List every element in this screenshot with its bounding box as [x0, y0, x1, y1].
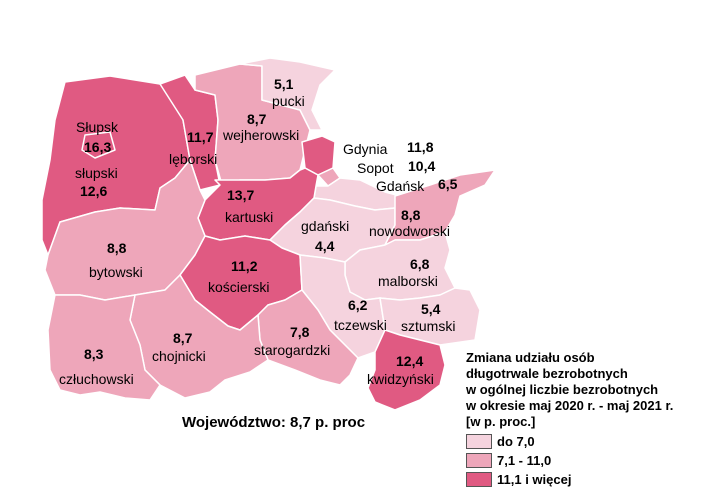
label-nowodworski-name: nowodworski: [369, 223, 450, 239]
region-nowodworski: [384, 169, 496, 246]
label-slupsk-name: Słupsk: [76, 119, 119, 135]
legend-title-line: w ogólnej liczbie bezrobotnych: [466, 382, 659, 397]
label-gdansk-value: 6,5: [438, 176, 458, 192]
label-kartuski-value: 13,7: [227, 187, 255, 203]
label-wejherowski-name: wejherowski: [223, 127, 300, 143]
label-leborski-name: lęborski: [169, 151, 218, 167]
label-chojnicki-name: chojnicki: [152, 348, 206, 364]
legend-title-line: długotrwale bezrobotnych: [466, 366, 628, 381]
legend: Zmiana udziału osób długotrwale bezrobot…: [466, 350, 706, 489]
legend-title: Zmiana udziału osób długotrwale bezrobot…: [466, 350, 706, 430]
label-sztumski-name: sztumski: [401, 318, 456, 334]
label-chojnicki-value: 8,7: [173, 330, 193, 346]
label-gdansk-name: Gdańsk: [376, 178, 425, 194]
legend-swatch-high: [466, 472, 492, 487]
label-slupsk-value: 16,3: [84, 139, 112, 155]
region-starogardzki: [257, 289, 359, 386]
legend-item-low: do 7,0: [466, 432, 706, 451]
label-czluchowski-name: człuchowski: [59, 371, 134, 387]
legend-title-line: Zmiana udziału osób: [466, 350, 595, 365]
region-kwidzynski: [367, 329, 446, 411]
region-czluchowski: [47, 294, 161, 401]
label-sopot-name: Sopot: [357, 160, 394, 176]
legend-item-mid: 7,1 - 11,0: [466, 451, 706, 470]
label-bytowski-value: 8,8: [107, 240, 127, 256]
label-sztumski-value: 5,4: [421, 301, 441, 317]
label-leborski-value: 11,7: [187, 129, 214, 145]
label-czluchowski-value: 8,3: [84, 346, 104, 362]
label-tczewski-value: 6,2: [348, 297, 368, 313]
label-tczewski-name: tczewski: [334, 317, 387, 333]
label-kwidzynski-name: kwidzyński: [367, 371, 434, 387]
label-gdanski-name: gdański: [301, 218, 350, 234]
legend-title-line: [w p. proc.]: [466, 414, 536, 429]
label-slupski-value: 12,6: [80, 183, 108, 199]
label-gdanski-value: 4,4: [315, 238, 335, 254]
label-bytowski-name: bytowski: [89, 264, 143, 280]
label-kartuski-name: kartuski: [225, 209, 274, 225]
label-pucki-value: 5,1: [274, 76, 294, 92]
legend-label-high: 11,1 i więcej: [497, 471, 572, 487]
legend-swatch-mid: [466, 453, 492, 468]
label-malborski-value: 6,8: [410, 256, 430, 272]
voivodeship-total: Województwo: 8,7 p. proc: [182, 414, 366, 431]
label-gdynia-name: Gdynia: [343, 141, 388, 157]
label-koscierski-value: 11,2: [231, 258, 258, 274]
region-slupsk: [81, 131, 116, 159]
label-gdynia-value: 11,8: [407, 139, 434, 155]
legend-item-high: 11,1 i więcej: [466, 470, 706, 489]
legend-label-mid: 7,1 - 11,0: [497, 452, 552, 468]
legend-title-line: w okresie maj 2020 r. - maj 2021 r.: [466, 398, 674, 413]
label-pucki-name: pucki: [272, 93, 305, 109]
legend-label-low: do 7,0: [497, 433, 535, 449]
label-wejherowski-value: 8,7: [247, 111, 267, 127]
label-nowodworski-value: 8,8: [401, 207, 421, 223]
label-malborski-name: malborski: [378, 273, 438, 289]
legend-swatch-low: [466, 434, 492, 449]
label-koscierski-name: kościerski: [208, 279, 270, 295]
label-starogardzki-name: starogardzki: [254, 342, 331, 358]
label-starogardzki-value: 7,8: [290, 324, 310, 340]
label-slupski-name: słupski: [75, 165, 118, 181]
region-pucki: [239, 57, 336, 131]
label-sopot-value: 10,4: [408, 158, 436, 174]
label-kwidzynski-value: 12,4: [396, 353, 424, 369]
